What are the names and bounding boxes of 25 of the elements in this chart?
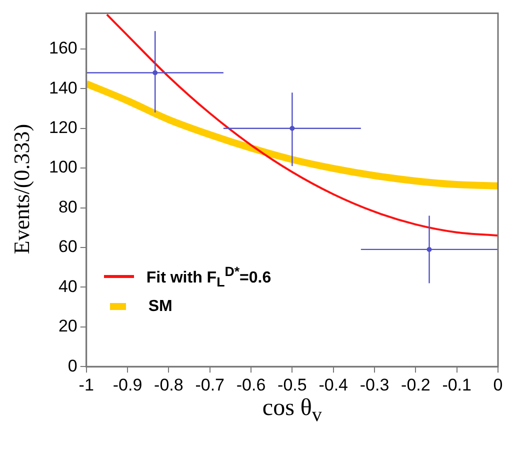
line-series [106, 14, 498, 237]
y-axis-title: Events/(0.333) [9, 122, 35, 256]
x-tick-label: -0.5 [278, 375, 307, 394]
y-tick-label: 140 [48, 78, 78, 98]
x-tick-label: -1 [78, 375, 94, 394]
x-tick-label: -0.3 [360, 375, 390, 394]
x-tick-label: -0.9 [112, 375, 142, 394]
y-tick-label: 40 [58, 276, 78, 296]
y-tick-label: 20 [58, 316, 78, 336]
x-tick-label: -0.2 [401, 375, 430, 394]
x-tick-label: -0.8 [154, 375, 184, 394]
x-axis-title: cos θ$_{v}$ [261, 394, 323, 426]
legend-label: SM [148, 298, 172, 316]
x-tick-label: -0.1 [442, 375, 472, 394]
y-tick-label: 0 [68, 356, 78, 376]
x-tick-label: -0.4 [318, 375, 348, 394]
x-tick-label: -0.7 [195, 375, 225, 394]
y-tick-label: 60 [58, 237, 78, 256]
y-tick-label: 80 [58, 197, 78, 216]
y-tick-label: 160 [48, 38, 78, 58]
x-tick-label: 0 [493, 375, 503, 394]
y-tick-label: 100 [48, 158, 78, 177]
y-tick-label: 120 [48, 118, 78, 138]
legend-label: Fit with F$_{L}$$^{D*}$=0.6 [146, 264, 272, 290]
x-tick-label: -0.6 [236, 375, 266, 394]
